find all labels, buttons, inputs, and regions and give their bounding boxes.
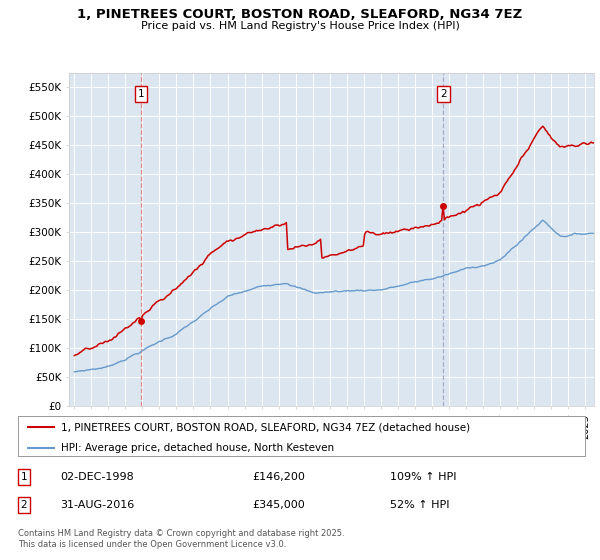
Text: 1, PINETREES COURT, BOSTON ROAD, SLEAFORD, NG34 7EZ (detached house): 1, PINETREES COURT, BOSTON ROAD, SLEAFOR…: [61, 422, 470, 432]
Text: £146,200: £146,200: [252, 472, 305, 482]
Text: 2: 2: [440, 89, 447, 99]
Text: 109% ↑ HPI: 109% ↑ HPI: [390, 472, 457, 482]
Text: Price paid vs. HM Land Registry's House Price Index (HPI): Price paid vs. HM Land Registry's House …: [140, 21, 460, 31]
Text: 1: 1: [20, 472, 28, 482]
Text: 52% ↑ HPI: 52% ↑ HPI: [390, 500, 449, 510]
Text: HPI: Average price, detached house, North Kesteven: HPI: Average price, detached house, Nort…: [61, 442, 334, 452]
Text: 31-AUG-2016: 31-AUG-2016: [60, 500, 134, 510]
Text: 02-DEC-1998: 02-DEC-1998: [60, 472, 134, 482]
Text: £345,000: £345,000: [252, 500, 305, 510]
Text: Contains HM Land Registry data © Crown copyright and database right 2025.
This d: Contains HM Land Registry data © Crown c…: [18, 529, 344, 549]
Text: 1, PINETREES COURT, BOSTON ROAD, SLEAFORD, NG34 7EZ: 1, PINETREES COURT, BOSTON ROAD, SLEAFOR…: [77, 8, 523, 21]
Text: 2: 2: [20, 500, 28, 510]
Text: 1: 1: [137, 89, 144, 99]
